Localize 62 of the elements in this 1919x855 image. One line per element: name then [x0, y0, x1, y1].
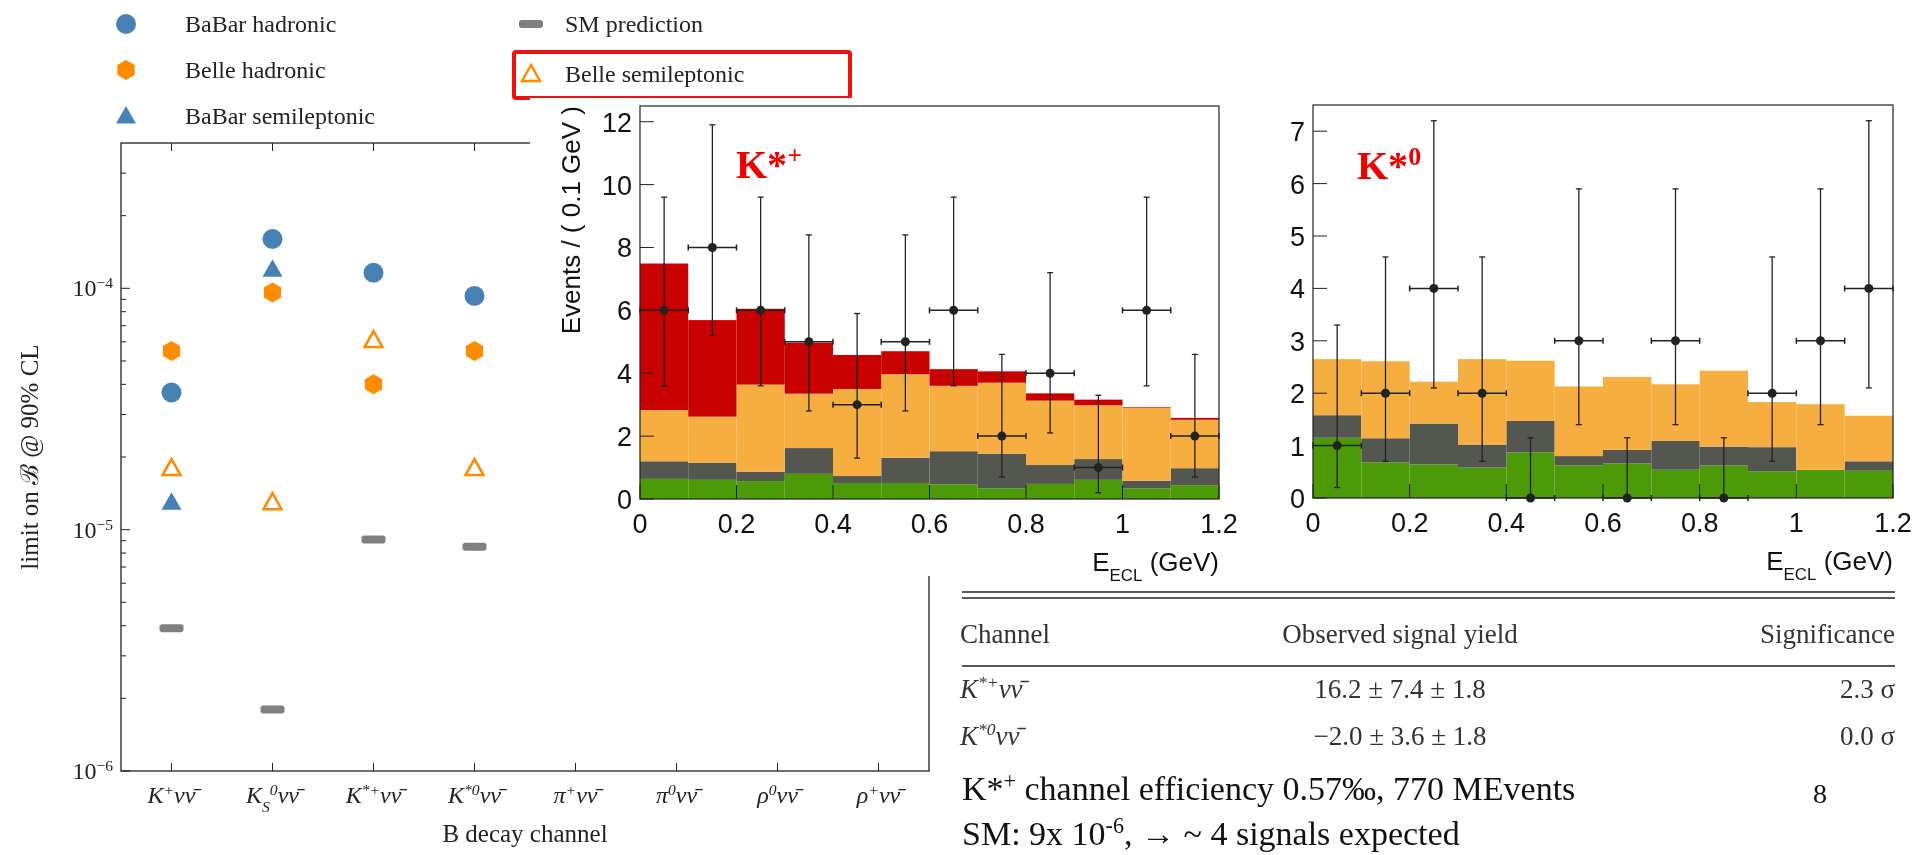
- x-tick-label: 1.2: [1874, 508, 1912, 538]
- text: 0.0 σ: [1839, 721, 1896, 751]
- y-tick-label: 5: [1289, 222, 1305, 252]
- legend-label: BaBar hadronic: [185, 11, 337, 37]
- legend-label: Belle hadronic: [185, 57, 326, 83]
- text: Channel: [960, 619, 1050, 649]
- x-tick-label: ρ$^{0}$νν̄: [756, 780, 804, 808]
- y-tick-label: 3: [1289, 326, 1305, 357]
- y-tick-label: 0: [616, 485, 632, 515]
- text: K$^{*+}$νν̄: [959, 672, 1030, 704]
- annotation: K*$^{0}$: [1357, 141, 1422, 188]
- x-tick-label: ρ$^{+}$νν̄: [855, 780, 907, 808]
- x-tick-label: K$^{*+}$νν̄: [344, 780, 408, 808]
- y-axis-title: Events / ( 0.1 GeV ): [556, 106, 586, 335]
- text: 16.2 ± 7.4 ± 1.8: [1314, 674, 1486, 704]
- x-tick-label: 0.2: [717, 509, 756, 539]
- y-tick-label: 6: [616, 296, 632, 327]
- x-axis-title: B decay channel: [442, 820, 608, 847]
- x-tick-label: 1.2: [1200, 509, 1238, 539]
- x-tick-label: K$^{+}$νν̄: [146, 780, 202, 808]
- x-tick-label: 0.6: [910, 509, 949, 539]
- y-tick-label: 6: [1289, 169, 1305, 200]
- y-tick-label: 1: [1289, 431, 1305, 462]
- y-tick-label: 7: [1289, 117, 1305, 148]
- x-tick-label: 0.8: [1007, 509, 1045, 539]
- annotation: K*$^{+}$: [736, 140, 802, 187]
- text: −2.0 ± 3.6 ± 1.8: [1313, 721, 1487, 751]
- x-tick-label: K$_{S}$$^{0}$νν̄: [245, 780, 305, 815]
- y-tick-label: 2: [1289, 379, 1305, 410]
- legend-label: BaBar semileptonic: [185, 103, 375, 129]
- y-tick-label: 2: [616, 422, 632, 453]
- text: SM: 9x 10$^{-6}$, → ~ 4 signals expected: [962, 812, 1460, 852]
- x-tick-label: 0.6: [1584, 508, 1622, 538]
- legend-label: SM prediction: [565, 11, 703, 37]
- x-tick-label: 0.2: [1390, 508, 1429, 538]
- x-tick-label: K$^{*0}$νν̄: [447, 780, 507, 808]
- y-tick-label: 12: [601, 107, 632, 138]
- x-tick-label: π$^{0}$νν̄: [655, 780, 704, 808]
- y-tick-label: 10$^{−6}$: [72, 756, 114, 784]
- y-tick-label: 10$^{−5}$: [72, 515, 114, 543]
- x-tick-label: 1: [1788, 508, 1804, 538]
- legend-label: Belle semileptonic: [565, 61, 745, 87]
- text: 8: [1813, 778, 1827, 809]
- x-tick-label: 0.8: [1680, 508, 1719, 538]
- y-axis-title: limit on ℬ @ 90% CL: [16, 344, 44, 570]
- x-axis-title: E$_{ECL}$ (GeV): [1766, 546, 1893, 584]
- text: 2.3 σ: [1839, 674, 1896, 704]
- y-tick-label: 10: [601, 170, 632, 201]
- x-tick-label: 0.4: [1487, 508, 1526, 538]
- text: K*$^{+}$ channel efficiency 0.57‰, 770 MEvents: [962, 767, 1576, 807]
- y-tick-label: 10$^{−4}$: [72, 273, 114, 302]
- x-tick-label: π$^{+}$νν̄: [553, 780, 604, 808]
- y-tick-label: 4: [616, 359, 632, 390]
- x-tick-label: 1: [1114, 509, 1131, 539]
- text: Observed signal yield: [1282, 619, 1519, 649]
- x-axis-title: E$_{ECL}$ (GeV): [1092, 547, 1219, 585]
- text: K$^{*0}$νν̄: [959, 719, 1027, 751]
- text: Significance: [1760, 619, 1896, 649]
- y-tick-label: 0: [1289, 484, 1305, 514]
- x-tick-label: 0.4: [814, 509, 852, 539]
- y-tick-label: 8: [616, 233, 632, 264]
- y-tick-label: 4: [1289, 274, 1305, 305]
